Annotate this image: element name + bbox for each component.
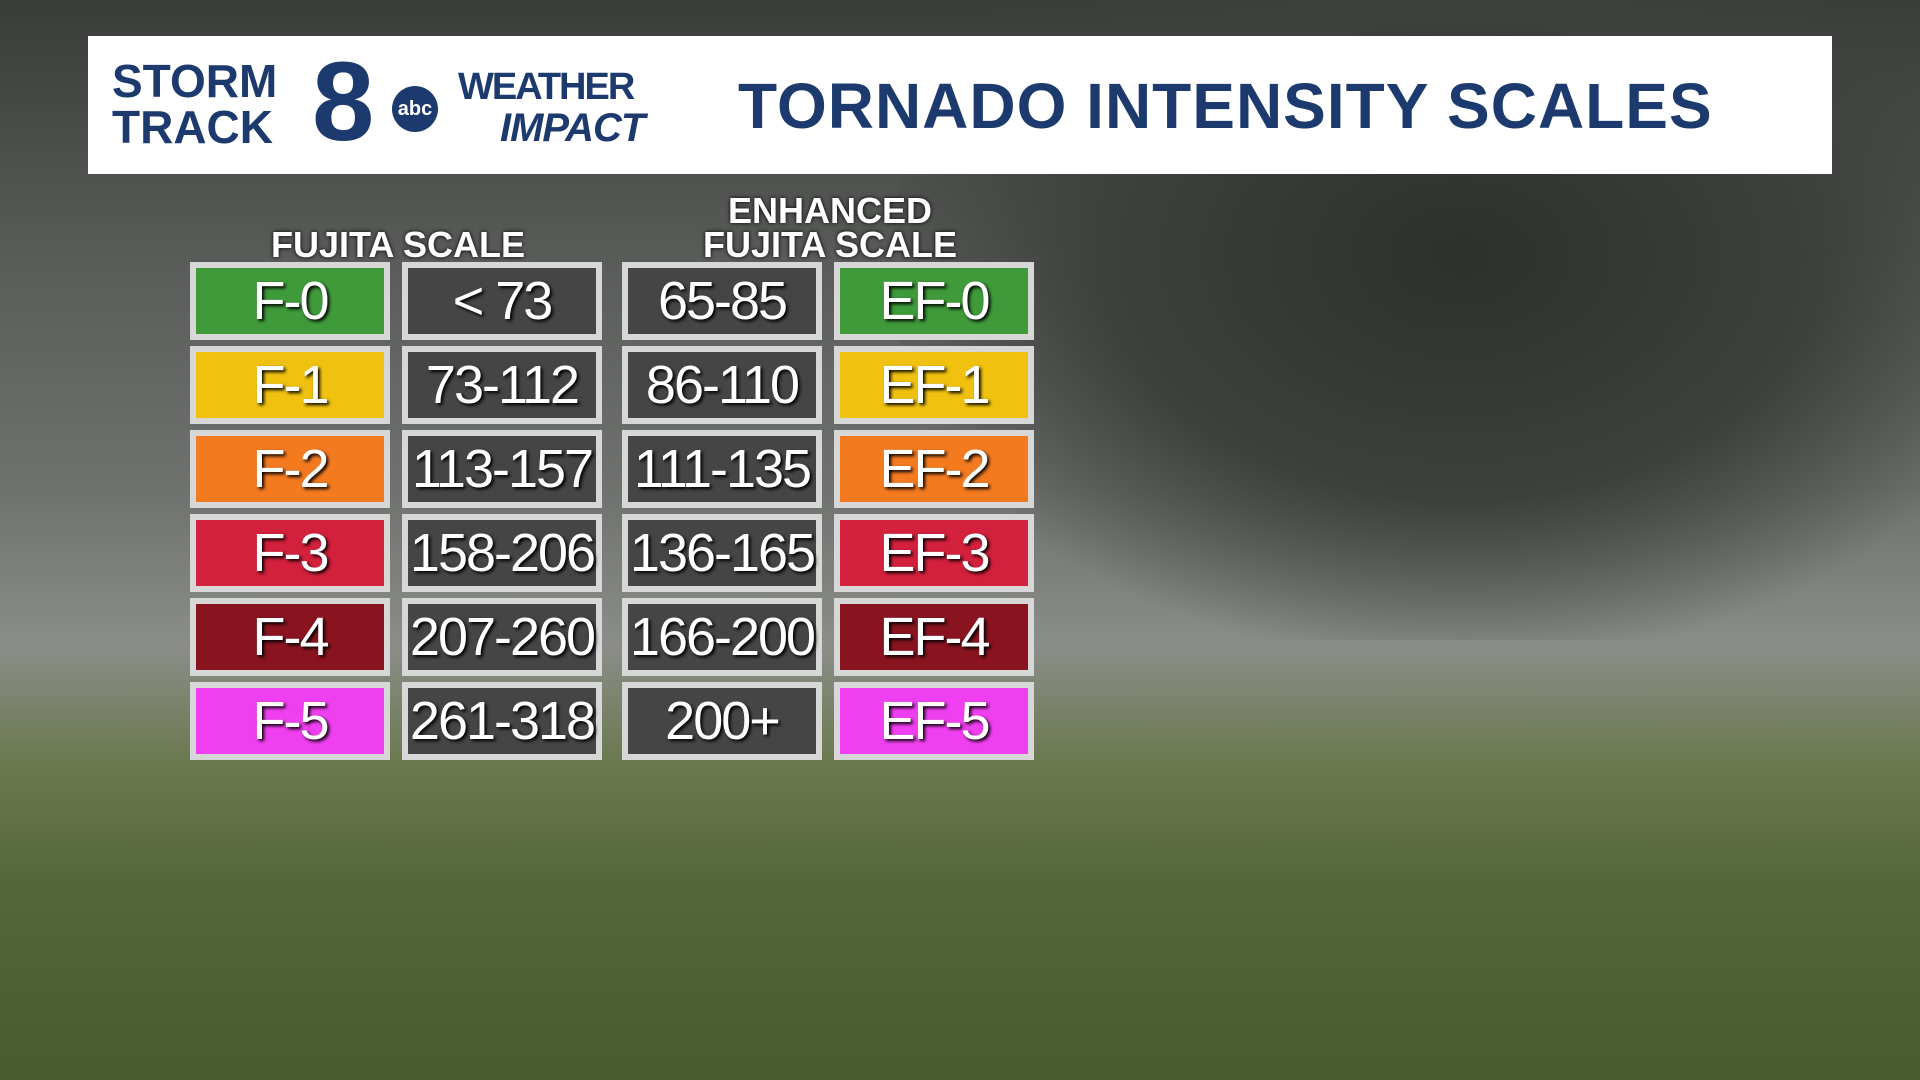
fujita-level: F-1 (190, 346, 390, 424)
ef-level: EF-5 (834, 682, 1034, 760)
logo-storm: STORM (112, 55, 278, 107)
fujita-level: F-3 (190, 514, 390, 592)
logo-track: TRACK (112, 101, 273, 153)
fujita-wind: 207-260 (402, 598, 602, 676)
fujita-wind: 113-157 (402, 430, 602, 508)
ef-wind: 166-200 (622, 598, 822, 676)
ef-level: EF-2 (834, 430, 1034, 508)
enhanced-title-1: ENHANCED (727, 190, 932, 231)
logo-impact: IMPACT (500, 106, 645, 150)
ef-level: EF-0 (834, 262, 1034, 340)
ef-wind: 200+ (622, 682, 822, 760)
fujita-title: FUJITA SCALE (270, 224, 525, 265)
fujita-level: F-5 (190, 682, 390, 760)
fujita-level: F-4 (190, 598, 390, 676)
title: TORNADO INTENSITY SCALES (738, 70, 1713, 142)
fujita-wind: 261-318 (402, 682, 602, 760)
fujita-wind: 158-206 (402, 514, 602, 592)
ef-wind: 111-135 (622, 430, 822, 508)
logo-weather: WEATHER (458, 66, 635, 108)
enhanced-title-2: FUJITA SCALE (702, 224, 957, 265)
ef-level: EF-3 (834, 514, 1034, 592)
ef-wind: 65-85 (622, 262, 822, 340)
fujita-wind: 73-112 (402, 346, 602, 424)
logo-number: 8 (312, 39, 375, 164)
ef-level: EF-1 (834, 346, 1034, 424)
header-bar: STORM TRACK 8 abc WEATHER IMPACT TORNADO… (88, 36, 1832, 174)
ef-wind: 86-110 (622, 346, 822, 424)
fujita-wind: < 73 (402, 262, 602, 340)
ef-level: EF-4 (834, 598, 1034, 676)
ef-wind: 136-165 (622, 514, 822, 592)
fujita-level: F-0 (190, 262, 390, 340)
fujita-level: F-2 (190, 430, 390, 508)
logo-network: abc (392, 86, 438, 132)
